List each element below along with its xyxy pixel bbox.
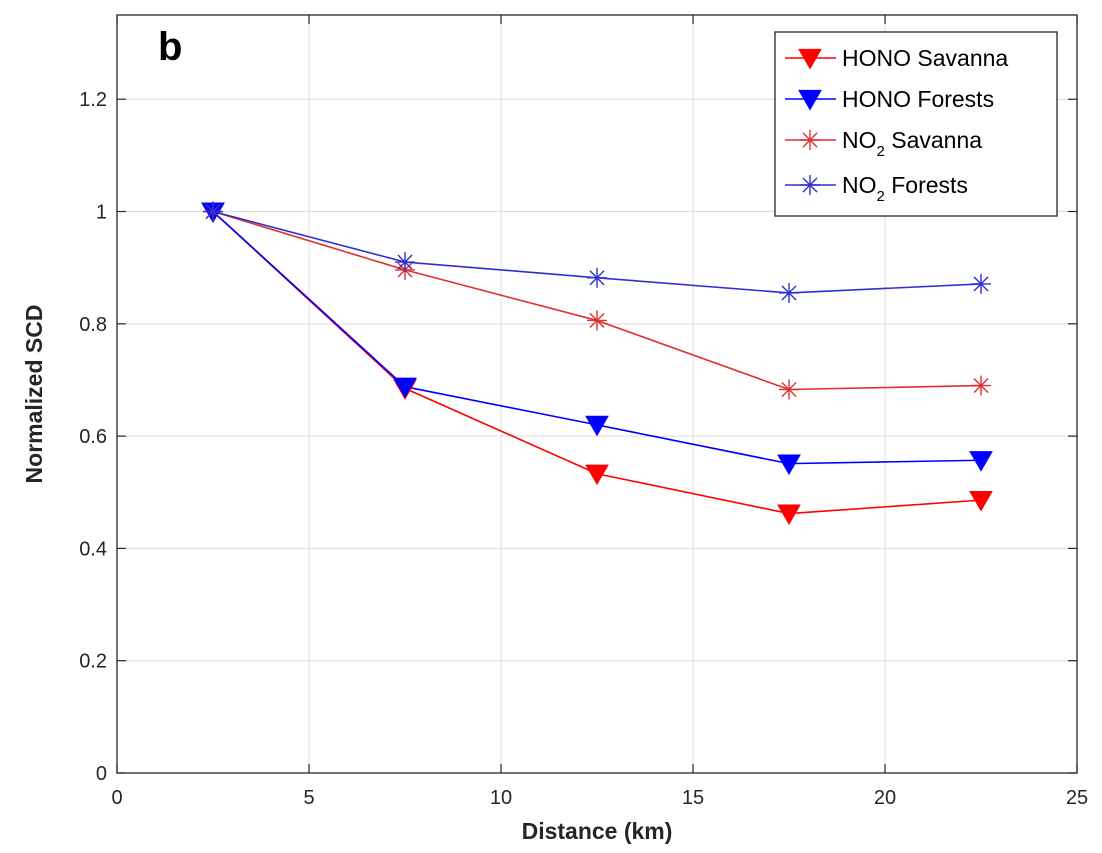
y-tick-label: 0.8: [79, 314, 107, 336]
triangle-marker: [777, 504, 801, 526]
legend: HONO Savanna HONO Forests NO2 Savanna NO2 F…: [774, 31, 1058, 217]
asterisk-marker: [971, 273, 991, 294]
legend-item: NO2 Savanna: [785, 127, 982, 160]
y-tick-label: 0.4: [79, 538, 107, 560]
triangle-marker: [798, 48, 822, 70]
y-tick-label: 0: [96, 763, 107, 785]
y-tick-label: 0.2: [79, 651, 107, 673]
asterisk-marker: [203, 201, 223, 222]
triangle-marker: [777, 454, 801, 476]
x-tick-label: 0: [111, 787, 122, 809]
asterisk-marker: [779, 282, 799, 303]
x-tick-label: 10: [490, 787, 512, 809]
triangle-marker: [393, 377, 417, 399]
asterisk-marker: [971, 375, 991, 396]
x-tick-labels: 0 5 10 15 20 25: [111, 787, 1088, 809]
triangle-marker: [798, 89, 822, 111]
x-axis-label: Distance (km): [522, 818, 673, 844]
legend-label: NO2 Savanna: [842, 127, 982, 160]
asterisk-marker: [800, 175, 820, 195]
legend-label: HONO Savanna: [842, 45, 1008, 71]
asterisk-marker: [587, 267, 607, 288]
legend-item: HONO Savanna: [785, 45, 1008, 71]
legend-item: HONO Forests: [785, 86, 994, 112]
asterisk-marker: [587, 310, 607, 331]
x-tick-label: 5: [303, 787, 314, 809]
triangle-marker: [585, 415, 609, 437]
plot-frame: [116, 14, 1078, 774]
legend-label: NO2 Forests: [842, 172, 968, 205]
series-line: [212, 210, 982, 391]
asterisk-marker: [395, 252, 415, 273]
y-tick-label: 1.2: [79, 89, 107, 111]
y-tick-label: 0.6: [79, 426, 107, 448]
y-tick-labels: 0 0.2 0.4 0.6 0.8 1 1.2: [79, 89, 107, 785]
x-tick-label: 15: [682, 787, 704, 809]
triangle-marker: [585, 464, 609, 486]
series-markers: [201, 201, 993, 526]
legend-label: HONO Forests: [842, 86, 994, 112]
x-tick-label: 20: [874, 787, 896, 809]
x-tick-label: 25: [1066, 787, 1088, 809]
y-axis-label: Normalized SCD: [21, 305, 47, 484]
y-tick-label: 1: [96, 202, 107, 224]
triangle-marker: [969, 491, 993, 512]
asterisk-marker: [779, 379, 799, 400]
legend-item: NO2 Forests: [785, 172, 968, 205]
panel-label: b: [158, 25, 182, 69]
ticks: [116, 15, 1078, 774]
triangle-marker: [969, 451, 993, 472]
asterisk-marker: [800, 130, 820, 150]
